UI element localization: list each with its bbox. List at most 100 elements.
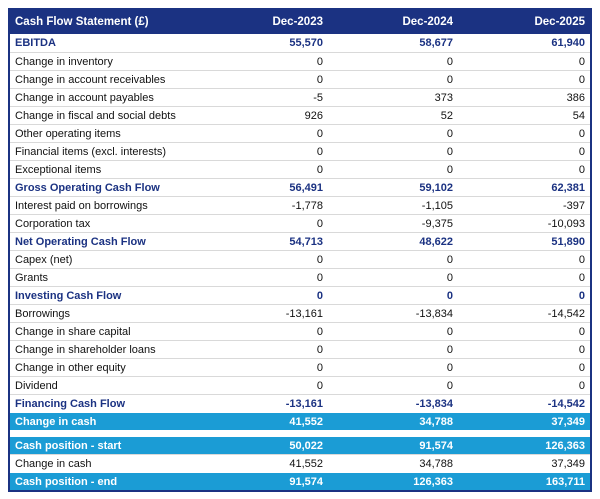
row-value: 50,022 <box>289 439 323 452</box>
row-value: 41,552 <box>289 415 323 428</box>
row-value: 51,890 <box>551 235 585 248</box>
row-value: 0 <box>316 289 323 302</box>
row-value: 0 <box>316 127 323 140</box>
row-label: Financial items (excl. interests) <box>15 145 166 158</box>
row-label: Gross Operating Cash Flow <box>15 181 160 194</box>
row-label: Change in shareholder loans <box>15 343 156 356</box>
row-value: -13,834 <box>415 307 453 320</box>
row-label: Grants <box>15 271 49 284</box>
table-row: Gross Operating Cash Flow 56,491 59,102 62,… <box>10 178 590 196</box>
row-value: 37,349 <box>551 415 585 428</box>
row-value: 0 <box>316 271 323 284</box>
table-row: Cash position - start 50,022 91,574 126,363 <box>10 436 590 454</box>
row-value: 34,788 <box>419 457 453 470</box>
row-value: 0 <box>446 271 453 284</box>
row-value: 62,381 <box>551 181 585 194</box>
row-value: 0 <box>578 343 585 356</box>
row-value: 41,552 <box>289 457 323 470</box>
row-value: 0 <box>316 217 323 230</box>
table-row: Change in inventory 0 0 0 <box>10 52 590 70</box>
row-label: Corporation tax <box>15 217 91 230</box>
row-value: 386 <box>566 91 585 104</box>
row-label: Capex (net) <box>15 253 73 266</box>
row-label: Borrowings <box>15 307 71 320</box>
row-value: -1,778 <box>291 199 323 212</box>
row-label: Investing Cash Flow <box>15 289 122 302</box>
row-value: 926 <box>304 109 323 122</box>
row-label: Change in cash <box>15 457 92 470</box>
row-value: 55,570 <box>289 37 323 49</box>
row-value: 0 <box>578 361 585 374</box>
row-label: Change in share capital <box>15 325 131 338</box>
row-value: 0 <box>316 361 323 374</box>
row-value: 126,363 <box>413 475 453 488</box>
table-row: Net Operating Cash Flow 54,713 48,622 51,89… <box>10 232 590 250</box>
row-value: 0 <box>316 73 323 86</box>
row-value: -13,834 <box>415 397 453 410</box>
row-value: 0 <box>578 271 585 284</box>
row-value: 0 <box>446 379 453 392</box>
row-value: 48,622 <box>419 235 453 248</box>
column-header-dec-2025: Dec-2025 <box>534 16 585 28</box>
table-title: Cash Flow Statement (£) <box>15 16 149 28</box>
row-value: 0 <box>316 55 323 68</box>
row-value: 0 <box>316 379 323 392</box>
row-value: 0 <box>316 343 323 356</box>
row-value: 59,102 <box>419 181 453 194</box>
table-row: Change in account payables -5 373 386 <box>10 88 590 106</box>
row-value: 91,574 <box>419 439 453 452</box>
table-row: Investing Cash Flow 0 0 0 <box>10 286 590 304</box>
row-value: 0 <box>446 55 453 68</box>
row-value: 0 <box>446 127 453 140</box>
row-value: 54 <box>572 109 585 122</box>
row-value: 0 <box>446 73 453 86</box>
row-value: 0 <box>578 145 585 158</box>
row-value: 0 <box>578 253 585 266</box>
row-value: -13,161 <box>285 397 323 410</box>
row-value: -10,093 <box>547 217 585 230</box>
row-value: 163,711 <box>545 475 585 488</box>
row-value: 52 <box>440 109 453 122</box>
row-label: Change in inventory <box>15 55 113 68</box>
row-value: 0 <box>316 163 323 176</box>
row-value: 0 <box>316 145 323 158</box>
table-row: Borrowings -13,161 -13,834 -14,542 <box>10 304 590 322</box>
table-row: Interest paid on borrowings -1,778 -1,105 -… <box>10 196 590 214</box>
row-value: 126,363 <box>545 439 585 452</box>
table-header-row: Cash Flow Statement (£) Dec-2023 Dec-202… <box>10 10 590 34</box>
column-header-dec-2023: Dec-2023 <box>272 16 323 28</box>
row-value: 0 <box>578 379 585 392</box>
row-label: Financing Cash Flow <box>15 397 126 410</box>
table-row: Grants 0 0 0 <box>10 268 590 286</box>
row-value: 0 <box>446 325 453 338</box>
table-row: Capex (net) 0 0 0 <box>10 250 590 268</box>
row-value: 0 <box>316 253 323 266</box>
section-gap <box>10 430 590 436</box>
table-row: Change in cash 41,552 34,788 37,349 <box>10 454 590 472</box>
table-row: Change in other equity 0 0 0 <box>10 358 590 376</box>
row-value: 0 <box>446 361 453 374</box>
row-label: Cash position - start <box>15 439 122 452</box>
table-row: Change in cash 41,552 34,788 37,349 <box>10 412 590 430</box>
row-value: -5 <box>313 91 323 104</box>
table-row: Other operating items 0 0 0 <box>10 124 590 142</box>
row-label: Dividend <box>15 379 58 392</box>
row-value: -397 <box>562 199 585 212</box>
column-header-dec-2024: Dec-2024 <box>402 16 453 28</box>
row-value: 37,349 <box>551 457 585 470</box>
row-label: Other operating items <box>15 127 121 140</box>
row-value: 0 <box>578 73 585 86</box>
table-row: Financial items (excl. interests) 0 0 0 <box>10 142 590 160</box>
row-value: 0 <box>316 325 323 338</box>
row-label: Interest paid on borrowings <box>15 199 148 212</box>
row-label: Change in other equity <box>15 361 126 374</box>
row-value: 0 <box>446 289 453 302</box>
table-row: Exceptional items 0 0 0 <box>10 160 590 178</box>
row-value: -14,542 <box>547 307 585 320</box>
row-value: -9,375 <box>421 217 453 230</box>
row-label: Cash position - end <box>15 475 118 488</box>
row-value: 0 <box>446 145 453 158</box>
row-value: 54,713 <box>289 235 323 248</box>
row-label: Exceptional items <box>15 163 102 176</box>
table-row: Dividend 0 0 0 <box>10 376 590 394</box>
